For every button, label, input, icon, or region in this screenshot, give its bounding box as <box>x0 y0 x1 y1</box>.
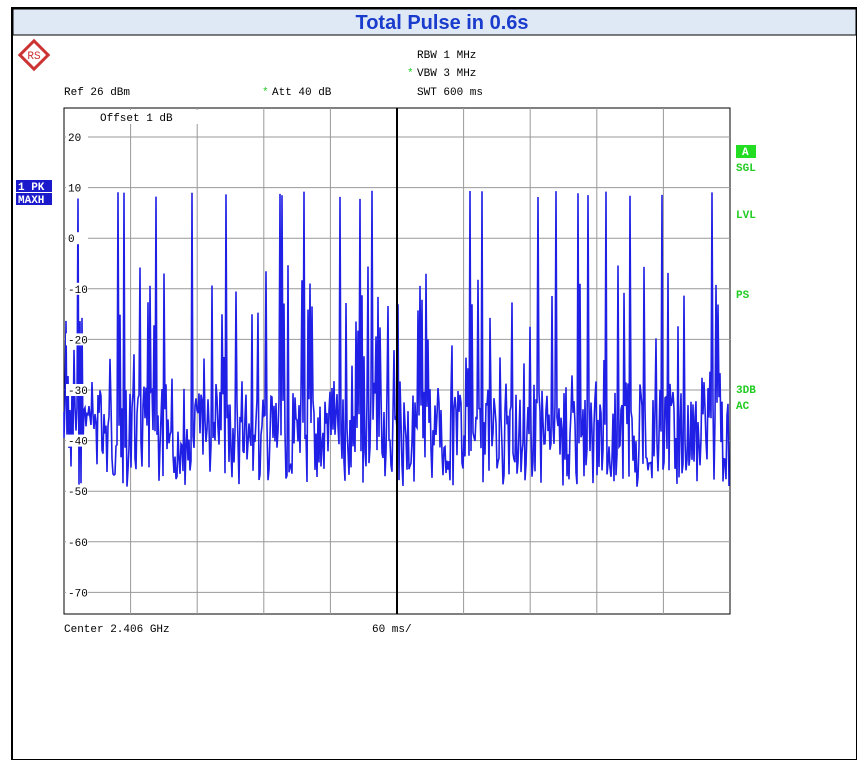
att: Att 40 dB <box>272 87 332 99</box>
swt: SWT 600 ms <box>417 87 483 99</box>
side-label: 3DB <box>736 385 756 397</box>
side-label: SGL <box>736 163 756 175</box>
trace-label: MAXH <box>18 195 44 207</box>
label-bg <box>66 181 88 194</box>
side-labels: A SGL LVL PS 3DB AC <box>736 145 756 413</box>
side-label: A <box>742 147 749 159</box>
label-bg <box>66 131 88 143</box>
y-label: -40 <box>68 437 88 449</box>
side-label: LVL <box>736 210 756 222</box>
label-bg <box>66 535 88 548</box>
y-label: 10 <box>68 184 81 196</box>
label-bg <box>66 384 88 396</box>
y-label: -70 <box>68 588 88 600</box>
label-bg <box>66 282 88 295</box>
y-labels: 20 10 0 -10 -20 -30 -40 -50 -60 -70 <box>66 131 88 600</box>
y-label: -60 <box>68 538 88 550</box>
att-star: * <box>262 87 269 99</box>
trace-label-bg <box>16 193 52 205</box>
title: Total Pulse in 0.6s <box>355 12 528 34</box>
y-label: -10 <box>68 285 88 297</box>
label-bg <box>66 434 88 447</box>
y-label: -50 <box>68 487 88 499</box>
vbw-star: * <box>407 68 414 80</box>
logo: RS <box>17 38 51 72</box>
center: Center 2.406 GHz <box>64 624 170 636</box>
label-bg <box>66 485 88 498</box>
trace-label: 1 PK <box>18 182 45 194</box>
side-label: AC <box>736 401 750 413</box>
side-label-bg <box>736 145 756 158</box>
label-bg <box>66 586 88 599</box>
label-bg <box>66 333 88 346</box>
trace-label-bg <box>16 180 52 192</box>
title-bar <box>12 8 857 36</box>
span: 60 ms/ <box>372 624 412 636</box>
ref: Ref 26 dBm <box>64 87 130 99</box>
vbw: VBW 3 MHz <box>417 68 476 80</box>
y-label: 20 <box>68 133 81 145</box>
offset: Offset 1 dB <box>100 113 173 125</box>
rbw: RBW 1 MHz <box>417 50 476 62</box>
y-label: -20 <box>68 335 88 347</box>
y-label: 0 <box>68 234 75 246</box>
y-label: -30 <box>68 386 88 398</box>
offset-bg <box>98 110 213 124</box>
label-bg <box>66 232 88 245</box>
svg-text:RS: RS <box>27 51 41 63</box>
side-label: PS <box>736 290 750 302</box>
